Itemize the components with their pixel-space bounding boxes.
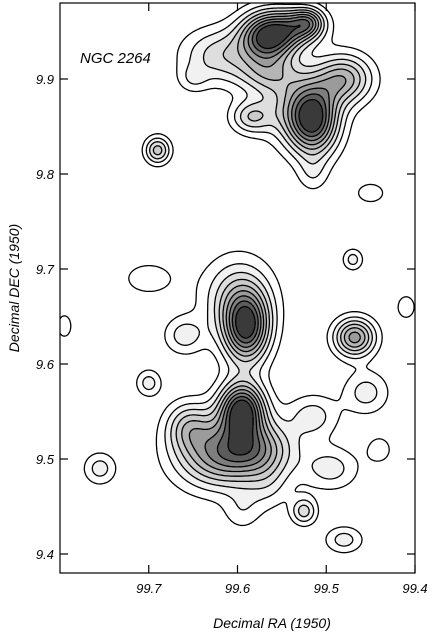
contour-line-level-5	[181, 11, 366, 477]
contour-line-level-2	[91, 3, 378, 547]
y-tick-label: 9.5	[36, 452, 55, 467]
x-tick-label: 99.5	[314, 581, 340, 596]
y-axis-label: Decimal DEC (1950)	[6, 224, 22, 352]
contour-line-level-4	[152, 9, 370, 483]
x-tick-label: 99.4	[402, 581, 427, 596]
y-tick-label: 9.7	[36, 262, 55, 277]
y-tick-label: 9.4	[36, 547, 54, 562]
y-tick-label: 9.9	[36, 72, 54, 87]
contour-fill-level-8	[218, 19, 326, 461]
x-axis-label: Decimal RA (1950)	[213, 615, 331, 631]
ngc-annotation: NGC 2264	[80, 50, 151, 67]
contour-line-level-9	[227, 24, 324, 456]
tick-layer: 99.7 99.6 99.5 99.4 9.4 9.5 9.6 9.7 9.8 9.9	[36, 3, 428, 596]
contour-line-level-1	[60, 3, 415, 554]
contour-line-level-7	[204, 16, 330, 468]
contour-fill-level-9	[228, 25, 322, 455]
y-tick-label: 9.8	[36, 167, 55, 182]
contour-layer	[60, 3, 415, 554]
contour-fill-level-7	[206, 17, 330, 467]
contour-line-level-8	[216, 18, 327, 463]
contour-line-level-3	[149, 6, 373, 518]
x-tick-label: 99.7	[136, 581, 162, 596]
contour-line-level-6	[188, 13, 361, 473]
y-tick-label: 9.6	[36, 357, 55, 372]
x-tick-label: 99.6	[225, 581, 251, 596]
